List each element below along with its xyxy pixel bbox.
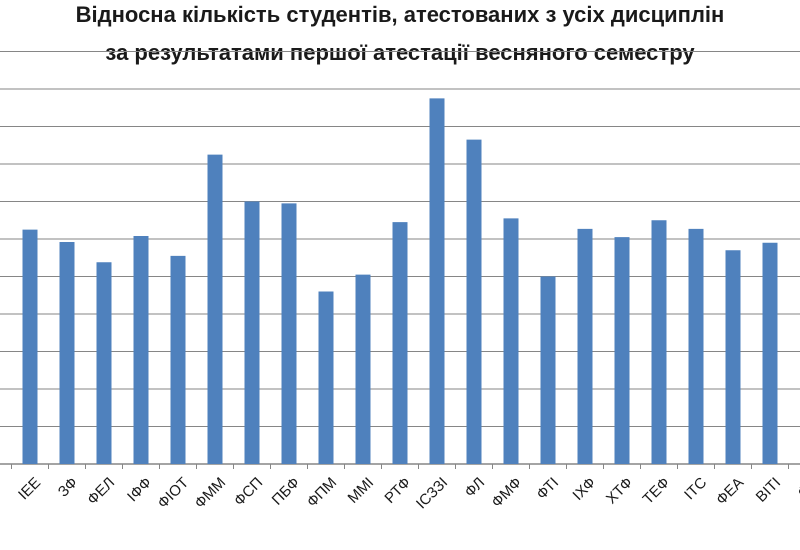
- bar-ФСП: [244, 201, 260, 464]
- x-tick-label: ІФФ: [124, 474, 155, 505]
- bar-ПБФ: [281, 203, 297, 464]
- x-tick-label: ФБ: [794, 474, 800, 501]
- bar-ФІОТ: [170, 255, 186, 464]
- x-tick-label: ФТІ: [533, 474, 562, 503]
- bar-ІЕЕ: [22, 229, 38, 464]
- bar-ТЕФ: [651, 220, 667, 464]
- bar-ФМФ: [503, 218, 519, 464]
- bar-ІТС: [688, 228, 704, 464]
- bar-ФММ: [207, 154, 223, 464]
- x-tick-label: ФПМ: [304, 474, 341, 511]
- x-tick-label: ФЕА: [713, 474, 747, 508]
- x-tick-label: ІЕЕ: [15, 474, 44, 503]
- bars: [22, 98, 778, 464]
- chart-subtitle: за результатами першої атестації весняно…: [105, 40, 695, 65]
- bar-ВІТІ: [762, 242, 778, 464]
- x-tick-label: ФМФ: [488, 474, 525, 511]
- x-tick-label: ФММ: [191, 474, 229, 512]
- bar-ІСЗЗІ: [429, 98, 445, 464]
- x-tick-label: ТЕФ: [640, 474, 674, 508]
- x-tick-label: ВІТІ: [753, 474, 784, 505]
- x-tick-label: ЗФ: [55, 474, 81, 500]
- bar-ФТІ: [540, 276, 556, 464]
- x-tick-label: ММІ: [345, 474, 378, 507]
- bar-ІХФ: [577, 228, 593, 464]
- bar-ІФФ: [133, 236, 149, 464]
- chart-title: Відносна кількість студентів, атестовани…: [75, 2, 725, 27]
- bar-ЗФ: [59, 242, 75, 464]
- bar-ММІ: [355, 274, 371, 464]
- bar-ФЛ: [466, 139, 482, 464]
- x-tick-label: ФЛ: [461, 474, 488, 501]
- bar-РТФ: [392, 222, 408, 464]
- x-tick-label: ІСЗЗІ: [413, 474, 451, 512]
- bar-ФЕА: [725, 250, 741, 464]
- x-tick-label: ФІОТ: [154, 474, 192, 512]
- bar-ФПМ: [318, 291, 334, 464]
- x-tick-label: ФЕЛ: [84, 474, 118, 508]
- x-tick-label: ПБФ: [269, 474, 304, 509]
- x-tick-label: ІХФ: [569, 474, 599, 504]
- x-tick-label: ФСП: [231, 474, 266, 509]
- x-tick-label: ІТС: [681, 474, 710, 503]
- bar-ФЕЛ: [96, 262, 112, 464]
- bar-ХТФ: [614, 237, 630, 464]
- x-tick-label: ХТФ: [603, 474, 636, 507]
- x-tick-label: РТФ: [381, 474, 414, 507]
